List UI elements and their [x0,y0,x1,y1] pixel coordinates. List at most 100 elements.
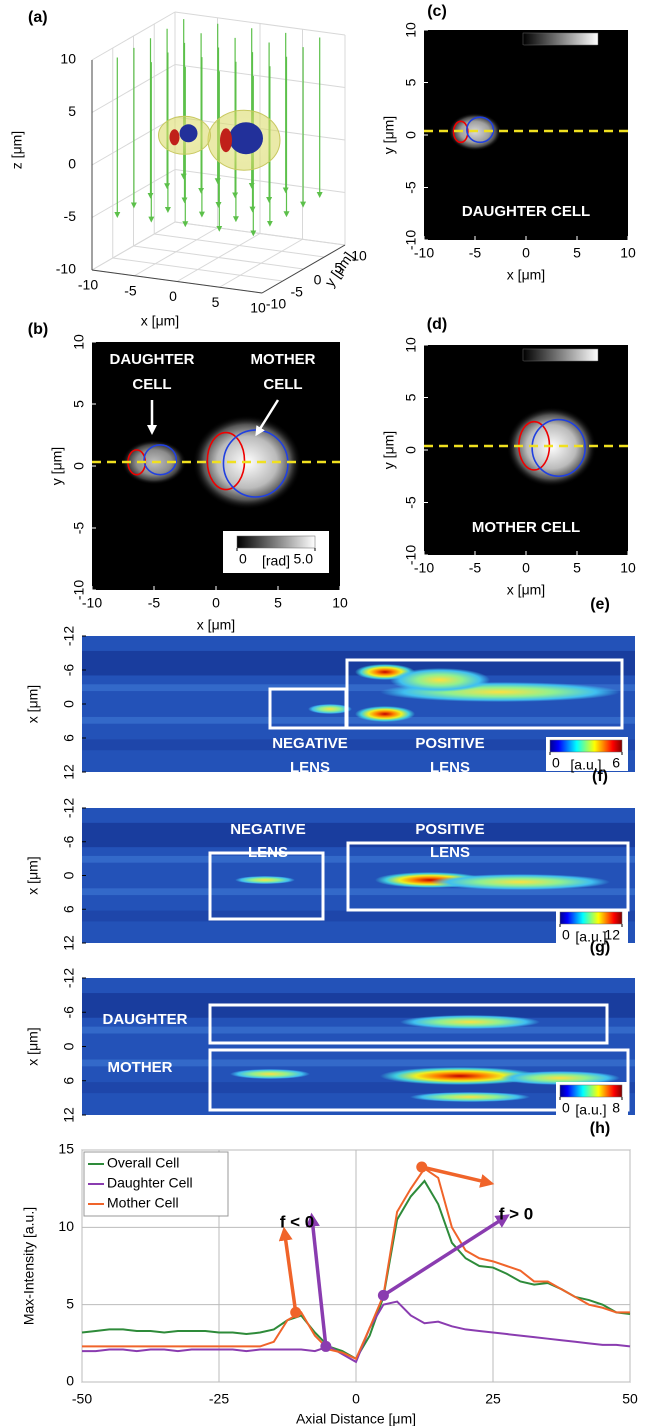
annotation: MOTHER [108,1059,173,1076]
annotation: CELL [263,376,302,393]
y-tick-label: 6 [61,1077,77,1085]
x-tick-label: 0 [522,560,530,576]
annotation: NEGATIVE [272,735,348,752]
panel-label: (e) [590,596,610,613]
annotation: POSITIVE [415,821,484,838]
y-tick-label: -5 [403,181,419,194]
z-tick-label: 5 [68,103,76,119]
y-tick-label: 0 [61,700,77,708]
colorbar-label: [rad] [546,366,574,382]
intensity-spot [410,1092,530,1102]
y-axis-label: y [μm] [381,431,397,469]
colorbar-tick-label: 5.0 [577,364,597,380]
colorbar [560,1085,622,1097]
x-axis-label: x [μm] [507,267,545,283]
y-tick-label: 5 [403,78,419,86]
x-tick-label: 5 [573,560,581,576]
y-tick-label: -10 [71,580,87,600]
y-tick-label: 6 [61,734,77,742]
x-tick-label: -50 [72,1391,92,1407]
annotation: MOTHER [251,351,316,368]
x-tick-label: 10 [332,595,348,611]
x-tick-label: -5 [148,595,161,611]
y-tick-label: 10 [71,334,87,350]
annotation: DAUGHTER [103,1011,188,1028]
annotation: f < 0 [280,1212,315,1231]
colorbar [523,349,598,361]
heatmap-band [82,911,635,922]
x-tick-label: 0 [522,245,530,261]
vacuole [229,122,263,154]
annotation: LENS [430,759,470,776]
y-tick-label: -12 [61,626,77,646]
colorbar-label: [rad] [262,553,290,569]
x-tick-label: 25 [485,1391,501,1407]
y-tick-label: 5 [403,393,419,401]
y-tick-label: -10 [403,230,419,250]
colorbar [550,740,622,752]
annotation: CELL [132,376,171,393]
heatmap-band [82,717,635,724]
y-axis-label: y [μm] [321,249,356,290]
x-tick-label: 5 [573,245,581,261]
grid-line [134,246,304,269]
annotation: LENS [290,759,330,776]
y-tick-label: 0 [61,871,77,879]
y-tick-label: 10 [403,22,419,38]
y-axis-label: y [μm] [381,116,397,154]
y-tick-label: -5 [291,284,304,300]
x-axis-label: x [μm] [507,582,545,598]
colorbar [560,912,622,924]
y-tick-label: 15 [58,1141,74,1157]
annotation: MOTHER CELL [472,519,580,536]
vacuole [180,124,198,142]
y-tick-label: -6 [61,835,77,848]
y-axis-label: Max-Intensity [a.u.] [21,1207,37,1325]
y-tick-label: 0 [403,446,419,454]
colorbar-tick-label: 0 [525,364,533,380]
x-tick-label: 0 [212,595,220,611]
colorbar [237,536,315,548]
x-tick-label: 50 [622,1391,638,1407]
y-tick-label: 12 [61,764,77,780]
grid-line [113,258,283,281]
intensity-spot [355,706,415,722]
colorbar-tick-label: 5.0 [294,551,314,567]
x-tick-label: 10 [620,245,636,261]
y-tick-label: 12 [61,935,77,951]
x-tick-label: -5 [124,282,137,298]
marker [290,1307,301,1318]
y-tick-label: -10 [403,545,419,565]
vacuole [170,129,180,145]
marker [416,1162,427,1173]
y-axis-label: x [μm] [25,685,41,723]
x-tick-label: -5 [469,560,482,576]
axis-line [92,270,262,293]
y-tick-label: -10 [266,296,286,312]
grid-line [154,234,324,257]
annotation: POSITIVE [415,735,484,752]
y-axis-label: x [μm] [25,1027,41,1065]
annotation: f > 0 [499,1204,534,1223]
x-tick-label: 0 [352,1391,360,1407]
panel-label: (a) [28,9,48,26]
y-tick-label: 0 [314,272,322,288]
y-tick-label: 10 [403,337,419,353]
marker [378,1290,389,1301]
z-axis-label: z [μm] [9,131,25,169]
x-tick-label: 5 [212,294,220,310]
y-tick-label: -12 [61,968,77,988]
annotation: DAUGHTER CELL [462,203,590,220]
z-tick-label: 0 [68,156,76,172]
legend-label: Mother Cell [107,1195,179,1211]
figure: -10-50510-10-50510-10-50510(a)z [μm]x [μ… [0,0,646,1426]
x-tick-label: 5 [274,595,282,611]
x-tick-label: 0 [169,288,177,304]
x-tick-label: -5 [469,245,482,261]
colorbar-label: [a.u.] [575,1102,606,1118]
colorbar-tick-label: 8 [612,1100,620,1116]
y-axis-label: y [μm] [49,447,65,485]
intensity-spot [430,874,610,890]
legend-label: Overall Cell [107,1155,179,1171]
y-tick-label: 5 [66,1295,74,1311]
